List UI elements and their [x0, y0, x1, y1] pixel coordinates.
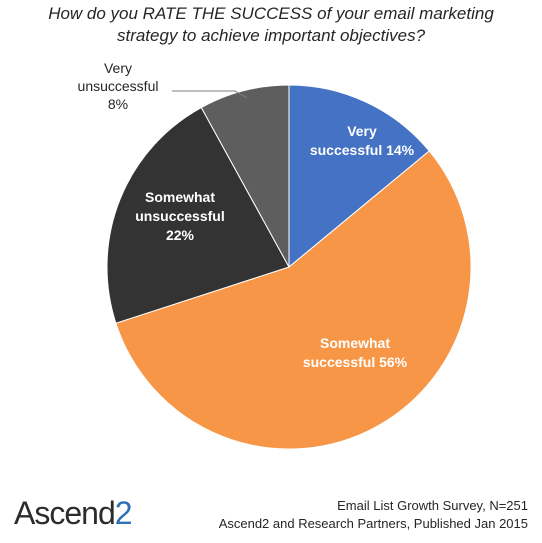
pie-slice-somewhat-unsuccessful: [106, 106, 290, 324]
chart-title-line-2: strategy to achieve important objectives…: [116, 26, 426, 45]
logo-accent: 2: [114, 495, 133, 531]
slice-label-line: unsuccessful: [78, 78, 159, 94]
pie-labels: Very successful 14% Somewhat successful 56%…: [78, 60, 415, 370]
source-note: Email List Growth Survey, N=251 Ascend2 …: [219, 497, 528, 533]
slice-label-line: Very: [347, 123, 377, 139]
slice-label-somewhat-unsuccessful: Somewhat unsuccessful 22%: [135, 189, 224, 243]
ascend2-logo: Ascend2: [14, 495, 133, 531]
slice-label-line: 8%: [108, 96, 128, 112]
slice-label-line: 22%: [166, 227, 195, 243]
pie-slices: [106, 84, 472, 450]
slice-label-line: successful 56%: [303, 354, 408, 370]
source-line-1: Email List Growth Survey, N=251: [337, 498, 528, 513]
slice-label-line: Very: [104, 60, 132, 76]
slice-label-very-unsuccessful: Very unsuccessful 8%: [78, 60, 159, 112]
slice-label-line: unsuccessful: [135, 208, 224, 224]
pie-slice-very-unsuccessful: [200, 84, 290, 268]
slice-label-line: Somewhat: [320, 335, 390, 351]
chart-title-line-1: How do you RATE THE SUCCESS of your emai…: [48, 4, 494, 23]
pie-slice-somewhat-successful: [115, 150, 472, 450]
logo-text: Ascend: [14, 495, 116, 531]
slice-label-very-successful: Very successful 14%: [310, 123, 415, 158]
slice-label-somewhat-successful: Somewhat successful 56%: [303, 335, 408, 370]
source-line-2: Ascend2 and Research Partners, Published…: [218, 516, 528, 531]
leader-line: [172, 90, 248, 99]
slice-label-line: Somewhat: [145, 189, 215, 205]
chart-title: How do you RATE THE SUCCESS of your emai…: [0, 3, 542, 47]
pie-slice-very-successful: [288, 84, 430, 269]
slice-label-line: successful 14%: [310, 142, 415, 158]
